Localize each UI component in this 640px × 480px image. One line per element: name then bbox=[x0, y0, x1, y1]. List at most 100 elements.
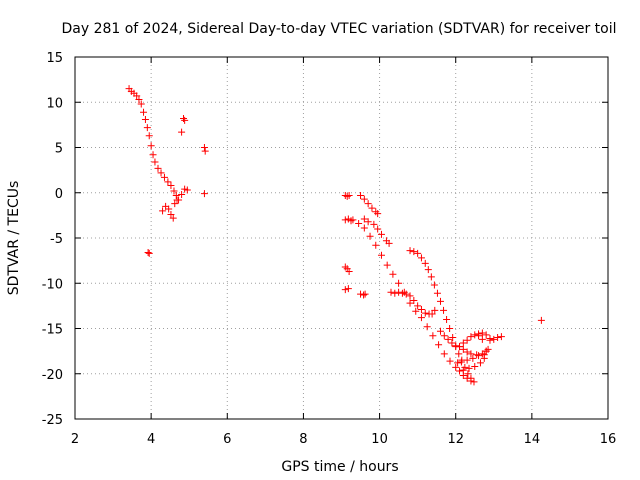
data-point bbox=[343, 192, 351, 200]
data-point bbox=[478, 329, 486, 337]
data-point bbox=[181, 116, 189, 124]
y-tick-labels: 15 10 5 0 -5 -10 -15 -20 -25 bbox=[42, 51, 63, 428]
x-tick-label: 16 bbox=[600, 432, 617, 447]
x-tick-label: 14 bbox=[524, 432, 541, 447]
data-point bbox=[402, 290, 410, 298]
data-point bbox=[421, 259, 429, 267]
data-point bbox=[141, 115, 149, 123]
data-point bbox=[475, 330, 483, 338]
data-point bbox=[361, 290, 369, 298]
y-tick-label: -10 bbox=[42, 277, 63, 292]
data-point bbox=[200, 144, 208, 151]
x-tick-label: 2 bbox=[71, 432, 79, 447]
data-point bbox=[428, 310, 436, 318]
data-point bbox=[452, 363, 460, 371]
x-tick-label: 4 bbox=[147, 432, 155, 447]
data-point bbox=[151, 158, 159, 166]
data-point bbox=[463, 336, 471, 344]
data-point bbox=[345, 267, 353, 275]
data-point bbox=[412, 307, 420, 315]
x-tick-label: 12 bbox=[447, 432, 464, 447]
data-point bbox=[383, 261, 391, 269]
data-point bbox=[164, 178, 172, 186]
data-point bbox=[201, 147, 209, 155]
data-point bbox=[145, 132, 153, 140]
grid bbox=[75, 57, 608, 419]
data-point bbox=[178, 128, 186, 136]
data-point bbox=[410, 296, 418, 304]
x-tick-label: 8 bbox=[299, 432, 307, 447]
data-point bbox=[385, 239, 393, 247]
data-point bbox=[482, 347, 490, 355]
data-point bbox=[429, 332, 437, 340]
data-point bbox=[417, 305, 425, 313]
data-point bbox=[377, 251, 385, 259]
data-point bbox=[344, 285, 352, 293]
data-point bbox=[170, 187, 178, 195]
data-point bbox=[140, 108, 148, 116]
data-point bbox=[444, 335, 452, 343]
data-point bbox=[341, 263, 349, 271]
plot-frame bbox=[74, 56, 609, 420]
x-tick-labels: 2 4 6 8 10 12 14 16 bbox=[71, 432, 616, 447]
data-point bbox=[341, 286, 349, 294]
data-point bbox=[456, 367, 464, 375]
data-point bbox=[443, 315, 451, 323]
data-point bbox=[482, 331, 490, 339]
data-point bbox=[345, 191, 353, 199]
data-point bbox=[364, 200, 372, 208]
data-point bbox=[173, 196, 181, 204]
data-point bbox=[135, 96, 143, 104]
data-point bbox=[169, 214, 177, 222]
data-point bbox=[137, 100, 145, 108]
data-point bbox=[421, 309, 429, 317]
data-point bbox=[431, 306, 439, 314]
data-point bbox=[436, 327, 444, 335]
data-point bbox=[446, 357, 454, 365]
data-point bbox=[200, 190, 208, 198]
data-point bbox=[406, 299, 414, 307]
data-point bbox=[154, 164, 162, 172]
data-point bbox=[360, 195, 368, 203]
data-point bbox=[475, 352, 483, 360]
data-point bbox=[160, 173, 168, 181]
axis-ticks bbox=[74, 56, 609, 420]
data-point bbox=[486, 334, 494, 342]
data-point bbox=[440, 350, 448, 358]
data-point bbox=[372, 241, 380, 249]
y-tick-label: -15 bbox=[42, 323, 63, 338]
data-point bbox=[455, 350, 463, 358]
data-point bbox=[144, 248, 152, 256]
data-point bbox=[357, 191, 365, 199]
x-axis-label: GPS time / hours bbox=[281, 459, 398, 475]
data-point bbox=[417, 254, 425, 262]
data-point bbox=[364, 218, 372, 226]
data-point bbox=[456, 343, 464, 351]
data-point bbox=[471, 331, 479, 339]
data-point bbox=[484, 345, 492, 353]
data-point bbox=[424, 266, 432, 274]
data-point bbox=[391, 289, 399, 297]
data-point bbox=[406, 247, 414, 255]
data-point bbox=[476, 359, 484, 367]
data-point bbox=[389, 270, 397, 278]
data-point bbox=[440, 332, 448, 340]
y-tick-label: 15 bbox=[46, 51, 63, 66]
data-point bbox=[180, 115, 188, 123]
data-point bbox=[433, 289, 441, 297]
chart-title: Day 281 of 2024, Sidereal Day-to-day VTE… bbox=[61, 21, 616, 37]
data-point bbox=[147, 142, 155, 150]
data-point bbox=[406, 292, 414, 300]
data-point bbox=[133, 92, 141, 100]
data-point bbox=[398, 289, 406, 297]
x-tick-label: 6 bbox=[223, 432, 231, 447]
data-point bbox=[459, 339, 467, 347]
data-point bbox=[387, 288, 395, 296]
y-tick-label: -25 bbox=[42, 413, 63, 428]
data-point bbox=[467, 333, 475, 341]
data-point bbox=[167, 210, 175, 218]
data-point bbox=[467, 374, 475, 382]
y-tick-label: 10 bbox=[46, 96, 63, 111]
data-point bbox=[457, 358, 465, 366]
data-points bbox=[125, 85, 545, 386]
